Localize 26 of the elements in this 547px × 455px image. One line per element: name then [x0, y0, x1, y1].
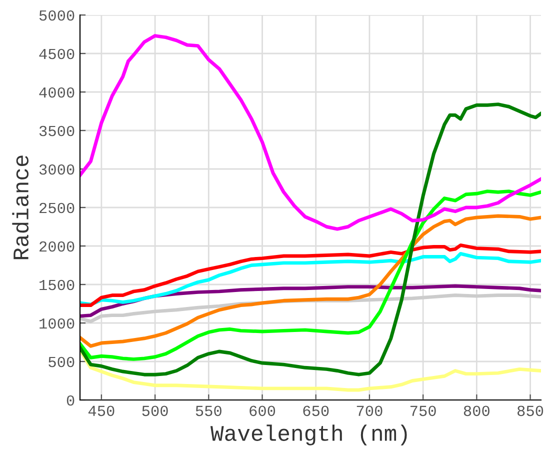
y-tick-label: 5000 [39, 10, 74, 21]
y-tick-label: 1000 [40, 318, 74, 329]
y-tick-label: 4000 [39, 87, 74, 98]
y-tick-label: 2500 [40, 202, 74, 214]
x-tick-label: 650 [303, 406, 329, 416]
x-tick-label: 800 [464, 406, 490, 416]
x-tick-label: 850 [518, 406, 544, 416]
x-tick-label: 750 [410, 406, 436, 416]
y-tick-label: 0 [66, 395, 74, 406]
x-tick-label: 700 [356, 406, 382, 416]
y-tick-label: 500 [48, 356, 74, 368]
x-tick-label: 500 [142, 406, 168, 416]
y-tick-label: 3000 [39, 164, 74, 175]
y-tick-label: 4500 [39, 48, 74, 60]
line-series [80, 102, 541, 376]
y-tick-label: 3500 [39, 126, 74, 136]
y-tick-label: 2000 [40, 241, 74, 252]
x-tick-label: 550 [196, 406, 222, 416]
line-series [80, 34, 541, 231]
x-tick-label: 600 [250, 406, 276, 416]
line-series [80, 190, 541, 361]
line-series [80, 214, 541, 348]
y-axis-title: Radiance [12, 156, 29, 260]
x-axis-title: Wavelength (nm) [210, 424, 407, 446]
y-tick-label: 1500 [40, 280, 74, 290]
x-tick-label: 450 [88, 406, 114, 416]
